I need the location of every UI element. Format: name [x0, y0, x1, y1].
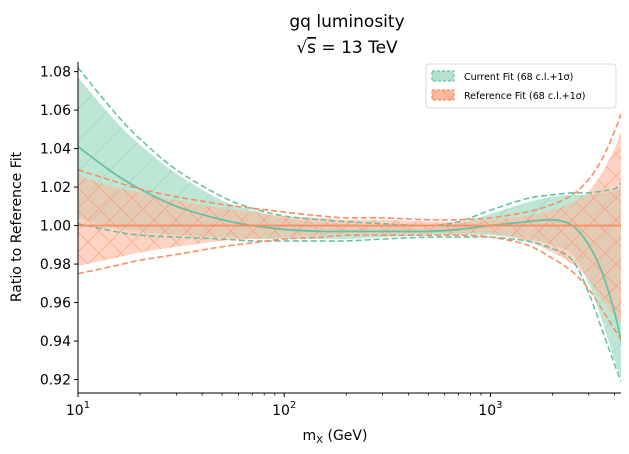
- y-axis-label: Ratio to Reference Fit: [9, 151, 25, 302]
- sqrt-symbol: √: [296, 38, 307, 58]
- band-hatch-reference: [78, 131, 621, 324]
- x-axis-label-main: m: [303, 428, 317, 444]
- y-tick-label: 0.96: [40, 296, 71, 312]
- x-tick-label: 101: [66, 400, 90, 419]
- upper-dashed-reference: [78, 113, 621, 221]
- y-tick-label: 1.04: [40, 142, 71, 158]
- y-tick-label: 1.08: [40, 65, 71, 81]
- x-tick-exponent: 1: [84, 400, 90, 411]
- legend-label-current: Current Fit (68 c.l.+1σ): [464, 72, 573, 83]
- chart-title-line1: gq luminosity: [289, 12, 404, 32]
- central-line-current: [78, 145, 621, 342]
- y-tick-label: 0.94: [40, 334, 71, 350]
- lower-dashed-current: [78, 222, 621, 382]
- x-tick-label: 103: [478, 400, 502, 419]
- legend-frame: [425, 63, 617, 109]
- sqrt-argument: s: [307, 38, 316, 58]
- y-tick-label: 0.98: [40, 257, 71, 273]
- legend-label-reference: Reference Fit (68 c.l.+1σ): [464, 91, 585, 102]
- y-tick-label: 1.06: [40, 103, 71, 119]
- legend-entry-current: Current Fit (68 c.l.+1σ): [431, 70, 573, 83]
- legend-hatch-current: [432, 71, 454, 81]
- legend-entry-reference: Reference Fit (68 c.l.+1σ): [431, 89, 585, 102]
- x-axis-label-subscript: X: [316, 435, 323, 446]
- x-tick-base: 10: [66, 403, 84, 419]
- y-tick-label: 1.00: [40, 219, 71, 235]
- y-tick-label: 0.92: [40, 373, 71, 389]
- chart-title: gq luminosity √s = 13 TeV: [289, 12, 404, 58]
- chart-title-line2: √s = 13 TeV: [296, 38, 398, 58]
- legend-hatch-reference: [432, 90, 454, 100]
- x-tick-base: 10: [272, 403, 290, 419]
- plot-area: [78, 67, 621, 382]
- x-axis-label: mX (GeV): [303, 428, 368, 446]
- y-tick-label: 1.02: [40, 180, 71, 196]
- x-axis-label-unit: (GeV): [323, 428, 367, 444]
- legend: Current Fit (68 c.l.+1σ) Reference Fit (…: [425, 63, 617, 109]
- title-energy: = 13 TeV: [316, 38, 398, 58]
- x-tick-exponent: 3: [496, 400, 502, 411]
- x-tick-exponent: 2: [290, 400, 296, 411]
- x-tick-base: 10: [478, 403, 496, 419]
- x-tick-label: 102: [272, 400, 296, 419]
- lower-dashed-reference: [78, 234, 621, 340]
